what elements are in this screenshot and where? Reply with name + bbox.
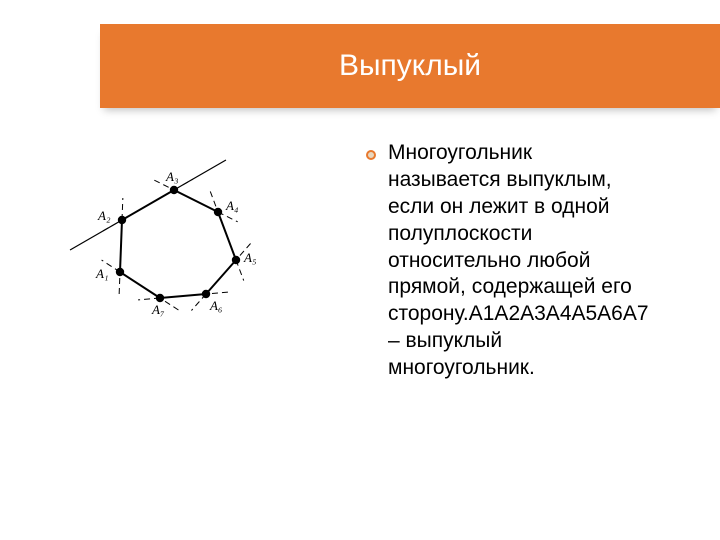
svg-text:A₅: A₅ bbox=[243, 250, 256, 265]
svg-text:A₆: A₆ bbox=[209, 298, 222, 313]
convex-polygon-diagram: A₁ A₂ A₃ A₄ A₅ A₆ A₇ bbox=[40, 142, 320, 352]
text-column: Многоугольник называется выпуклым, если … bbox=[360, 134, 720, 540]
svg-text:A₂: A₂ bbox=[97, 208, 111, 223]
svg-text:A₄: A₄ bbox=[225, 198, 239, 213]
diagram-column: A₁ A₂ A₃ A₄ A₅ A₆ A₇ bbox=[0, 134, 360, 540]
title-bar: Выпуклый bbox=[100, 24, 720, 108]
bullet-paragraph: Многоугольник называется выпуклым, если … bbox=[366, 140, 650, 382]
body-text: Многоугольник называется выпуклым, если … bbox=[388, 140, 650, 382]
svg-text:A₇: A₇ bbox=[151, 302, 165, 317]
content-area: A₁ A₂ A₃ A₄ A₅ A₆ A₇ Многоугольник называется … bbox=[0, 134, 720, 540]
svg-text:A₃: A₃ bbox=[165, 169, 178, 184]
bullet-icon bbox=[366, 150, 376, 160]
slide-title: Выпуклый bbox=[339, 49, 481, 83]
svg-text:A₁: A₁ bbox=[95, 266, 108, 281]
